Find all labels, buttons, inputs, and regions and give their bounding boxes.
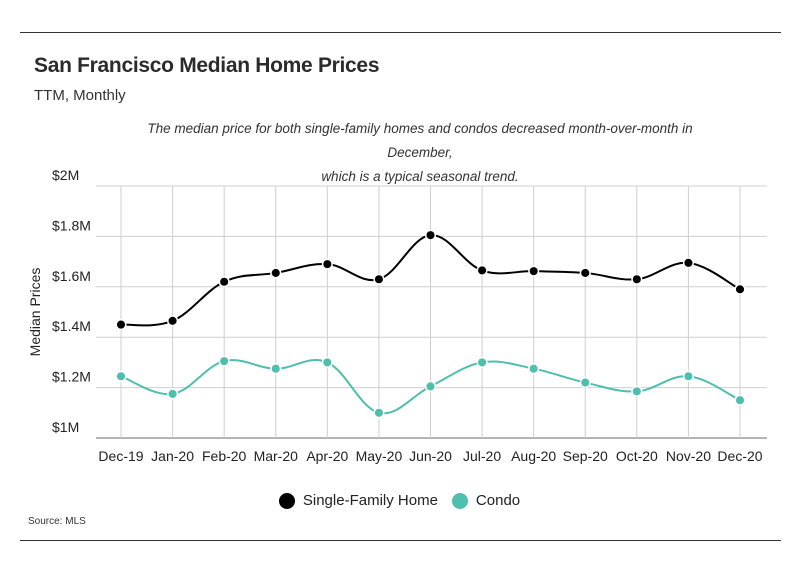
legend-swatch-single-family (278, 492, 295, 509)
legend-swatch-condo (451, 492, 468, 509)
x-tick-labels: Dec-19 Jan-20 Feb-20 Mar-20 Apr-20 May-20 Jun-… (98, 448, 762, 464)
annotation-line-1: The median price for both single-family … (147, 121, 693, 160)
legend-item-condo: Condo (451, 492, 521, 509)
y-tick-label: $1.6M (52, 268, 91, 284)
x-tick-label: Oct-20 (616, 448, 658, 464)
data-point-condo (270, 363, 282, 375)
data-point-condo (476, 356, 488, 368)
data-point-single-family-home (631, 273, 643, 285)
data-point-single-family-home (270, 267, 282, 279)
annotation-line-2: which is a typical seasonal trend. (321, 169, 519, 184)
source-note: Source: MLS (28, 516, 86, 527)
x-tick-label: Apr-20 (306, 448, 348, 464)
grid (96, 185, 767, 439)
data-point-single-family-home (321, 258, 333, 270)
legend-label-single-family: Single-Family Home (302, 492, 438, 509)
data-point-single-family-home (115, 319, 127, 331)
x-tick-label: Jun-20 (409, 448, 452, 464)
legend-item-single-family: Single-Family Home (278, 492, 438, 509)
y-tick-label: $1M (52, 419, 79, 435)
y-axis-title: Median Prices (27, 268, 43, 357)
y-tick-label: $1.2M (52, 369, 91, 385)
y-tick-label: $1.8M (52, 217, 91, 233)
data-point-condo (424, 380, 437, 392)
data-point-condo (115, 370, 127, 382)
x-tick-label: Aug-20 (511, 448, 556, 464)
data-point-single-family-home (218, 276, 230, 288)
legend: Single-Family Home Condo (0, 492, 799, 509)
data-point-condo (373, 407, 385, 419)
data-point-condo (528, 363, 540, 375)
x-tick-label: Dec-20 (717, 448, 762, 464)
data-point-condo (218, 355, 230, 367)
x-tick-label: Mar-20 (254, 448, 299, 464)
data-point-single-family-home (373, 273, 385, 285)
y-tick-label: $1.4M (52, 318, 91, 334)
x-tick-label: Jan-20 (151, 448, 194, 464)
x-tick-label: Sep-20 (563, 448, 608, 464)
data-point-single-family-home (424, 229, 437, 241)
data-point-condo (167, 388, 179, 400)
data-point-single-family-home (734, 283, 746, 295)
x-tick-label: Nov-20 (666, 448, 711, 464)
data-point-condo (321, 356, 333, 368)
chart-subtitle: TTM, Monthly (34, 87, 126, 104)
data-point-single-family-home (579, 267, 591, 279)
chart-title: San Francisco Median Home Prices (34, 54, 380, 77)
top-rule (20, 32, 781, 33)
data-point-condo (682, 370, 694, 382)
chart-annotation: The median price for both single-family … (120, 117, 720, 189)
data-point-condo (579, 377, 591, 389)
x-tick-label: May-20 (356, 448, 403, 464)
x-tick-label: Dec-19 (98, 448, 143, 464)
x-tick-label: Jul-20 (463, 448, 501, 464)
data-point-single-family-home (167, 315, 179, 327)
data-point-single-family-home (476, 264, 488, 276)
data-point-condo (734, 394, 746, 406)
data-point-single-family-home (528, 265, 540, 277)
legend-label-condo: Condo (475, 492, 521, 509)
y-tick-label: $2M (52, 167, 79, 183)
x-tick-label: Feb-20 (202, 448, 247, 464)
bottom-rule (20, 540, 781, 541)
series-points (115, 229, 746, 419)
y-tick-labels: $1M $1.2M $1.4M $1.6M $1.8M $2M (52, 167, 91, 435)
data-point-condo (631, 385, 643, 397)
data-point-single-family-home (682, 257, 694, 269)
